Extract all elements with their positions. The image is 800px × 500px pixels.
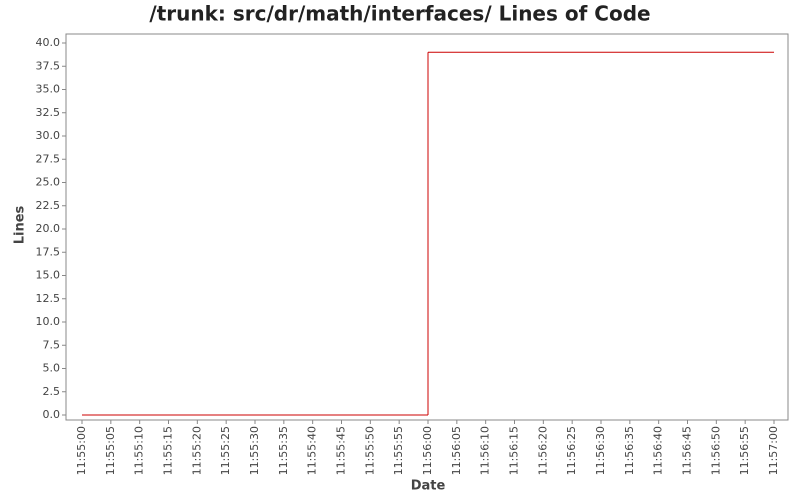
x-tick-label: 11:55:50 [363,426,376,475]
x-tick-label: 11:55:55 [392,426,405,475]
x-tick-label: 11:56:35 [623,426,636,475]
y-tick-label: 7.5 [43,338,61,351]
x-tick-label: 11:56:00 [421,426,434,475]
x-tick-label: 11:55:40 [306,426,319,475]
x-tick-label: 11:55:35 [277,426,290,475]
y-tick-label: 2.5 [43,385,61,398]
x-tick-label: 11:56:15 [508,426,521,475]
chart-title: /trunk: src/dr/math/interfaces/ Lines of… [149,2,650,26]
x-tick-label: 11:55:05 [104,426,117,475]
x-tick-label: 11:55:20 [190,426,203,475]
x-tick-label: 11:56:45 [681,426,694,475]
y-tick-label: 12.5 [36,292,61,305]
y-tick-label: 15.0 [36,269,61,282]
y-tick-label: 17.5 [36,245,61,258]
y-tick-label: 22.5 [36,199,61,212]
x-tick-label: 11:56:25 [565,426,578,475]
x-tick-label: 11:57:00 [767,426,780,475]
x-tick-label: 11:56:30 [594,426,607,475]
x-tick-label: 11:56:20 [536,426,549,475]
y-tick-label: 5.0 [43,362,61,375]
x-tick-label: 11:55:10 [133,426,146,475]
y-tick-label: 30.0 [36,129,61,142]
y-tick-label: 25.0 [36,176,61,189]
y-tick-label: 32.5 [36,106,61,119]
plot-area [65,33,789,421]
x-tick-label: 11:55:45 [335,426,348,475]
y-tick-label: 40.0 [36,36,61,49]
x-tick-label: 11:56:50 [709,426,722,475]
x-tick-label: 11:55:25 [219,426,232,475]
y-tick-label: 27.5 [36,152,61,165]
y-tick-label: 37.5 [36,59,61,72]
x-tick-label: 11:56:40 [652,426,665,475]
x-tick-label: 11:56:05 [450,426,463,475]
y-axis-label: Lines [13,205,28,244]
x-tick-label: 11:56:10 [479,426,492,475]
x-tick-label: 11:56:55 [738,426,751,475]
y-tick-label: 10.0 [36,315,61,328]
y-tick-label: 0.0 [43,408,61,421]
x-tick-label: 11:55:00 [75,426,88,475]
y-tick-label: 20.0 [36,222,61,235]
x-tick-label: 11:55:30 [248,426,261,475]
x-axis-label: Date [411,479,446,494]
y-tick-label: 35.0 [36,83,61,96]
x-tick-label: 11:55:15 [162,426,175,475]
